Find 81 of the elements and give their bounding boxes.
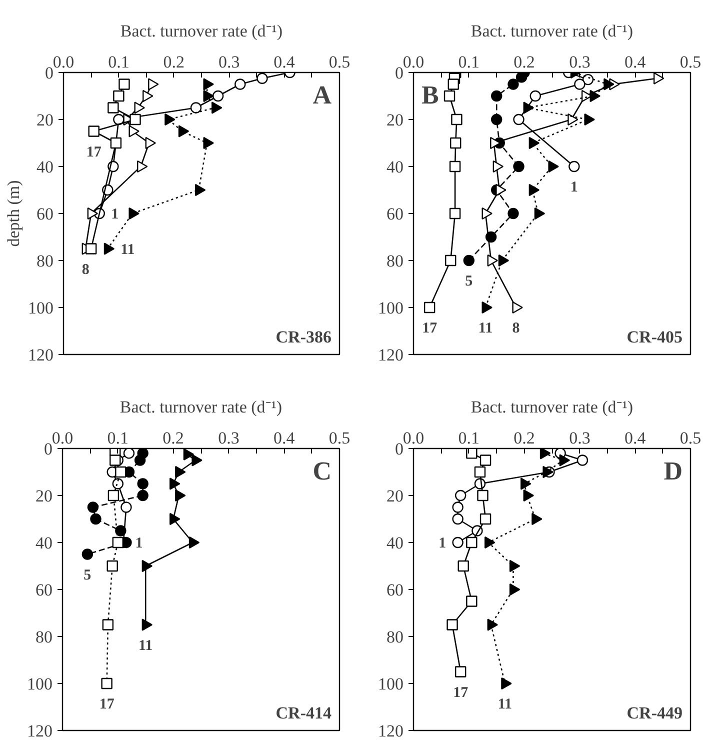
y-tick-label: 40 bbox=[386, 534, 404, 552]
x-tick-label: 0.1 bbox=[107, 428, 129, 448]
x-tick-label: 0.2 bbox=[514, 52, 535, 72]
annotation: A bbox=[312, 80, 332, 110]
y-tick-label: 120 bbox=[28, 346, 54, 364]
y-tick-label: 80 bbox=[36, 628, 52, 646]
x-tick-label: 0.5 bbox=[328, 52, 350, 72]
x-tick-label: 0.4 bbox=[273, 428, 296, 448]
legend-label: 17 bbox=[422, 320, 438, 336]
series-label: 17 bbox=[453, 684, 469, 701]
y-tick-label: 0 bbox=[395, 64, 404, 82]
x-tick-label: 0.4 bbox=[624, 52, 646, 72]
y-tick-label: 0 bbox=[395, 440, 404, 458]
y-tick-label: 100 bbox=[28, 298, 54, 318]
series-label: 5 bbox=[84, 567, 92, 584]
y-tick-label: 100 bbox=[378, 674, 404, 694]
x-tick-label: 0.3 bbox=[569, 428, 590, 448]
annotation: CR-405 bbox=[626, 328, 683, 346]
y-tick-label: 40 bbox=[36, 534, 52, 552]
x-tick-label: 0.4 bbox=[274, 52, 296, 72]
x-tick-label: 0.0 bbox=[52, 52, 74, 72]
y-tick-label: 60 bbox=[36, 580, 52, 600]
annotation: C bbox=[312, 456, 332, 486]
legend-label: 8 bbox=[82, 262, 90, 278]
y-tick-label: 20 bbox=[36, 486, 52, 506]
annotation: CR-449 bbox=[626, 704, 683, 722]
y-tick-label: 120 bbox=[378, 346, 404, 364]
x-tick-label: 0.1 bbox=[108, 52, 130, 72]
y-tick-label: 100 bbox=[378, 298, 404, 318]
y-tick-label: 20 bbox=[386, 486, 404, 506]
series-label: 1 bbox=[570, 180, 578, 196]
x-tick-label: 0.3 bbox=[218, 52, 240, 72]
series-label: 11 bbox=[138, 638, 153, 654]
y-tick-label: 60 bbox=[386, 204, 404, 224]
x-tick-label: 0.5 bbox=[680, 52, 702, 72]
legend-label: 1 bbox=[438, 536, 446, 552]
x-tick-label: 0.3 bbox=[218, 428, 240, 448]
series-label: 1 bbox=[111, 206, 119, 222]
y-tick-label: 40 bbox=[386, 158, 404, 176]
y-tick-label: 20 bbox=[36, 110, 54, 130]
annotation: CR-386 bbox=[276, 328, 332, 346]
y-tick-label: 120 bbox=[27, 722, 52, 740]
x-tick-label: 0.0 bbox=[402, 52, 424, 72]
series-label: 17 bbox=[86, 144, 102, 160]
y-tick-label: 0 bbox=[44, 440, 52, 458]
series-label: 1 bbox=[135, 536, 143, 552]
x-tick-label: 0.5 bbox=[328, 428, 350, 448]
x-tick-label: 0.0 bbox=[402, 428, 424, 448]
y-tick-label: 120 bbox=[378, 722, 404, 740]
y-tick-label: 40 bbox=[36, 158, 54, 176]
y-axis-title: depth (m) bbox=[4, 180, 23, 247]
y-tick-label: 20 bbox=[386, 110, 404, 130]
series-label: 5 bbox=[465, 274, 473, 290]
y-tick-label: 80 bbox=[386, 252, 404, 270]
x-tick-label: 0.3 bbox=[569, 52, 590, 72]
x-tick-label: 0.2 bbox=[162, 428, 184, 448]
x-tick-label: 0.2 bbox=[163, 52, 185, 72]
y-tick-label: 80 bbox=[386, 628, 404, 646]
series-label: 17 bbox=[99, 696, 115, 712]
y-tick-label: 60 bbox=[36, 204, 54, 224]
x-tick-label: 0.5 bbox=[680, 428, 702, 448]
annotation: B bbox=[422, 80, 439, 110]
y-tick-label: 80 bbox=[36, 252, 54, 270]
series-label: 8 bbox=[512, 320, 520, 336]
y-tick-label: 0 bbox=[45, 64, 54, 82]
x-tick-label: 0.1 bbox=[458, 428, 480, 448]
x-axis-title: Bact. turnover rate (d⁻¹) bbox=[470, 398, 634, 416]
x-tick-label: 0.0 bbox=[52, 428, 74, 448]
series-label: 11 bbox=[120, 242, 135, 258]
series-label: 11 bbox=[478, 320, 493, 336]
x-tick-label: 0.4 bbox=[624, 428, 646, 448]
x-axis-title: Bact. turnover rate (d⁻¹) bbox=[120, 22, 283, 40]
series-label: 11 bbox=[498, 696, 512, 712]
y-tick-label: 100 bbox=[27, 674, 52, 694]
annotation: D bbox=[664, 456, 683, 486]
y-tick-label: 60 bbox=[386, 580, 404, 600]
x-tick-label: 0.2 bbox=[514, 428, 535, 448]
x-tick-label: 0.1 bbox=[458, 52, 480, 72]
x-axis-title: Bact. turnover rate (d⁻¹) bbox=[120, 398, 282, 416]
annotation: CR-414 bbox=[276, 704, 332, 722]
x-axis-title: Bact. turnover rate (d⁻¹) bbox=[470, 22, 634, 40]
